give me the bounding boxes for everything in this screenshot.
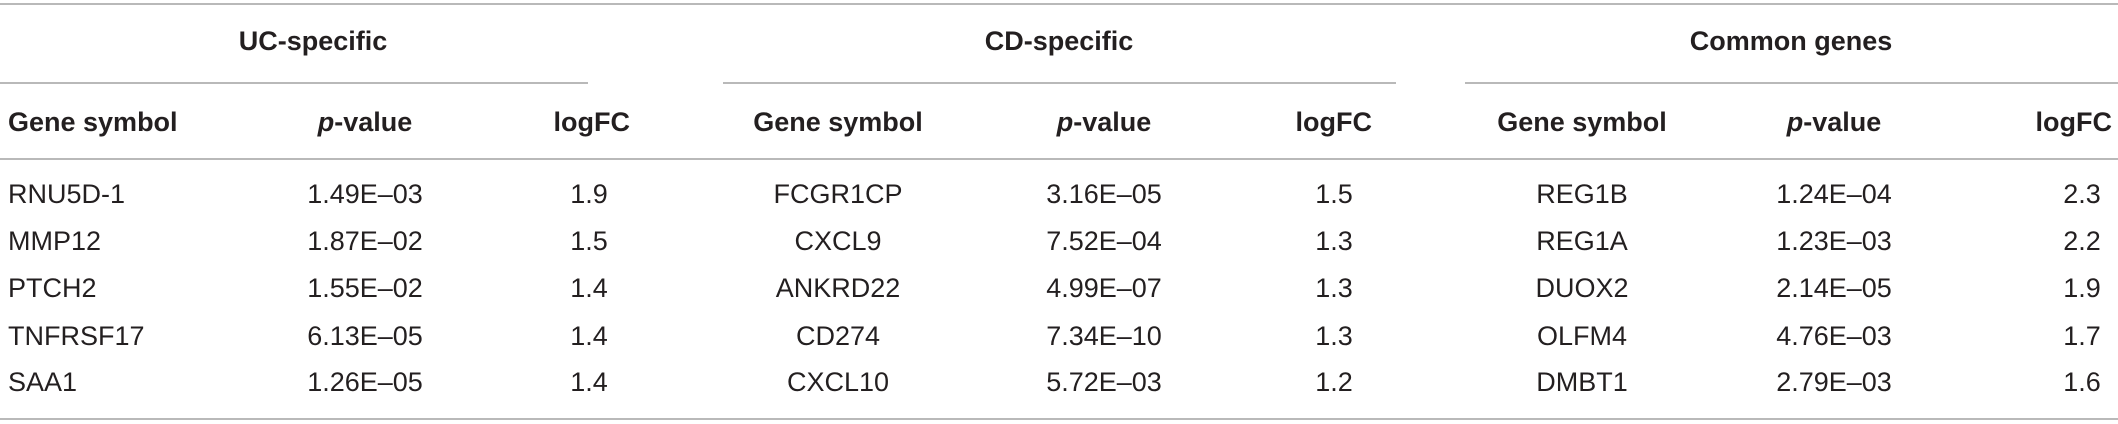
common-gene-cell: REG1B xyxy=(1536,179,1628,209)
common-gene-cell: DUOX2 xyxy=(1535,273,1629,303)
cd-pvalue-cell: 3.16E–05 xyxy=(1046,179,1162,209)
cd-gene-cell: ANKRD22 xyxy=(775,273,901,303)
cd-gene-cell: CXCL9 xyxy=(794,226,882,256)
col-header-pvalue: p-value xyxy=(1056,107,1152,137)
common-pvalue-cell: 1.24E–04 xyxy=(1776,179,1892,209)
cd-logfc-cell: 1.3 xyxy=(1315,226,1353,256)
common-pvalue-cell: 1.23E–03 xyxy=(1776,226,1892,256)
uc-logfc-cell: 1.4 xyxy=(570,273,608,303)
uc-gene-cell: RNU5D-1 xyxy=(8,179,126,209)
uc-logfc-cell: 1.4 xyxy=(570,367,608,397)
common-pvalue-cell: 4.76E–03 xyxy=(1776,321,1892,351)
col-header-gene: Gene symbol xyxy=(753,107,923,137)
col-header-logfc: logFC xyxy=(1295,107,1372,137)
table-top-rule xyxy=(0,3,2118,5)
common-group-rule xyxy=(1465,82,2118,84)
col-header-logfc: logFC xyxy=(2035,107,2112,137)
uc-gene-cell: PTCH2 xyxy=(8,273,97,303)
col-header-logfc: logFC xyxy=(553,107,630,137)
uc-pvalue-cell: 1.26E–05 xyxy=(307,367,423,397)
col-header-pvalue: p-value xyxy=(317,107,413,137)
uc-logfc-cell: 1.5 xyxy=(570,226,608,256)
common-gene-cell: OLFM4 xyxy=(1536,321,1628,351)
cd-gene-cell: CXCL10 xyxy=(786,367,890,397)
uc-logfc-cell: 1.4 xyxy=(570,321,608,351)
uc-pvalue-cell: 1.55E–02 xyxy=(307,273,423,303)
uc-gene-cell: TNFRSF17 xyxy=(8,321,145,351)
cd-logfc-cell: 1.5 xyxy=(1315,179,1353,209)
table-bottom-rule xyxy=(0,418,2118,420)
col-header-gene: Gene symbol xyxy=(8,107,178,137)
uc-pvalue-cell: 1.87E–02 xyxy=(307,226,423,256)
common-gene-cell: DMBT1 xyxy=(1536,367,1628,397)
common-gene-cell: REG1A xyxy=(1536,226,1628,256)
uc-gene-cell: SAA1 xyxy=(8,367,78,397)
uc-pvalue-cell: 6.13E–05 xyxy=(307,321,423,351)
common-pvalue-cell: 2.79E–03 xyxy=(1776,367,1892,397)
col-header-pvalue: p-value xyxy=(1786,107,1882,137)
common-logfc-cell: 2.2 xyxy=(2063,226,2101,256)
common-logfc-cell: 1.7 xyxy=(2063,321,2101,351)
uc-logfc-cell: 1.9 xyxy=(570,179,608,209)
cd-pvalue-cell: 7.34E–10 xyxy=(1046,321,1162,351)
uc-pvalue-cell: 1.49E–03 xyxy=(307,179,423,209)
cd-gene-cell: FCGR1CP xyxy=(773,179,903,209)
cd-logfc-cell: 1.3 xyxy=(1315,321,1353,351)
cd-gene-cell: CD274 xyxy=(795,321,881,351)
cd-logfc-cell: 1.2 xyxy=(1315,367,1353,397)
cd-group-rule xyxy=(723,82,1396,84)
group-title-common: Common genes xyxy=(1689,26,1893,56)
common-logfc-cell: 1.9 xyxy=(2063,273,2101,303)
uc-group-rule xyxy=(0,82,588,84)
cd-pvalue-cell: 4.99E–07 xyxy=(1046,273,1162,303)
common-pvalue-cell: 2.14E–05 xyxy=(1776,273,1892,303)
group-title-cd: CD-specific xyxy=(984,26,1134,56)
header-rule xyxy=(0,158,2118,160)
col-header-gene: Gene symbol xyxy=(1497,107,1667,137)
cd-pvalue-cell: 5.72E–03 xyxy=(1046,367,1162,397)
cd-logfc-cell: 1.3 xyxy=(1315,273,1353,303)
common-logfc-cell: 2.3 xyxy=(2063,179,2101,209)
cd-pvalue-cell: 7.52E–04 xyxy=(1046,226,1162,256)
common-logfc-cell: 1.6 xyxy=(2063,367,2101,397)
uc-gene-cell: MMP12 xyxy=(8,226,102,256)
group-title-uc: UC-specific xyxy=(238,26,388,56)
